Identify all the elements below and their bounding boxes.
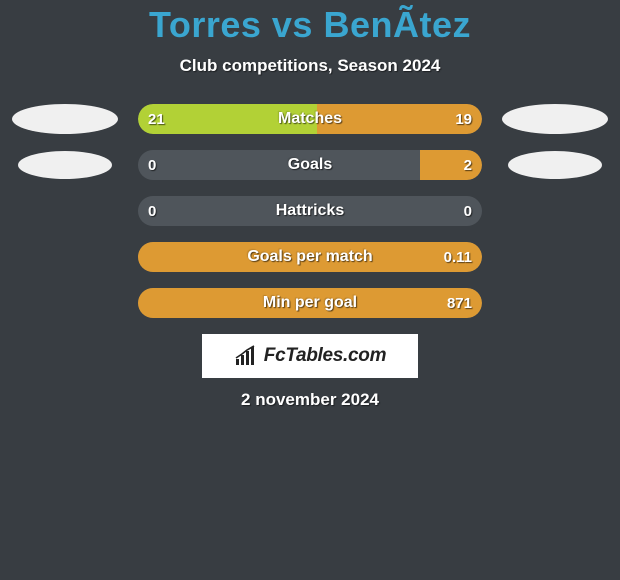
bar-label: Hattricks: [138, 196, 482, 226]
avatar-slot-right: [500, 151, 610, 179]
player-avatar-right-1: [502, 104, 608, 134]
bar-label: Goals: [138, 150, 482, 180]
player-avatar-left-2: [18, 151, 112, 179]
stat-bar-goals-per-match: Goals per match 0.11: [138, 242, 482, 272]
bar-value-right: 0.11: [444, 242, 472, 272]
stat-bar-matches: 21 Matches 19: [138, 104, 482, 134]
bar-value-right: 0: [464, 196, 472, 226]
stat-row: 21 Matches 19: [0, 104, 620, 134]
brand-logo-text: FcTables.com: [264, 345, 386, 367]
player-avatar-right-2: [508, 151, 602, 179]
avatar-slot-left: [10, 151, 120, 179]
stat-row: Min per goal 871: [0, 288, 620, 318]
bar-label: Goals per match: [138, 242, 482, 272]
bar-value-right: 2: [464, 150, 472, 180]
bar-value-right: 871: [447, 288, 472, 318]
stat-bar-goals: 0 Goals 2: [138, 150, 482, 180]
stat-row: Goals per match 0.11: [0, 242, 620, 272]
stat-bar-hattricks: 0 Hattricks 0: [138, 196, 482, 226]
chart-icon: [234, 345, 260, 367]
bar-label: Matches: [138, 104, 482, 134]
subtitle: Club competitions, Season 2024: [0, 56, 620, 76]
avatar-slot-left: [10, 104, 120, 134]
stat-bar-min-per-goal: Min per goal 871: [138, 288, 482, 318]
brand-logo: FcTables.com: [202, 334, 418, 378]
player-avatar-left-1: [12, 104, 118, 134]
comparison-card: Torres vs BenÃ­tez Club competitions, Se…: [0, 0, 620, 410]
stat-row: 0 Hattricks 0: [0, 196, 620, 226]
bar-label: Min per goal: [138, 288, 482, 318]
stat-row: 0 Goals 2: [0, 150, 620, 180]
avatar-slot-right: [500, 104, 610, 134]
page-title: Torres vs BenÃ­tez: [0, 4, 620, 46]
bar-value-right: 19: [455, 104, 472, 134]
footer-date: 2 november 2024: [0, 390, 620, 410]
